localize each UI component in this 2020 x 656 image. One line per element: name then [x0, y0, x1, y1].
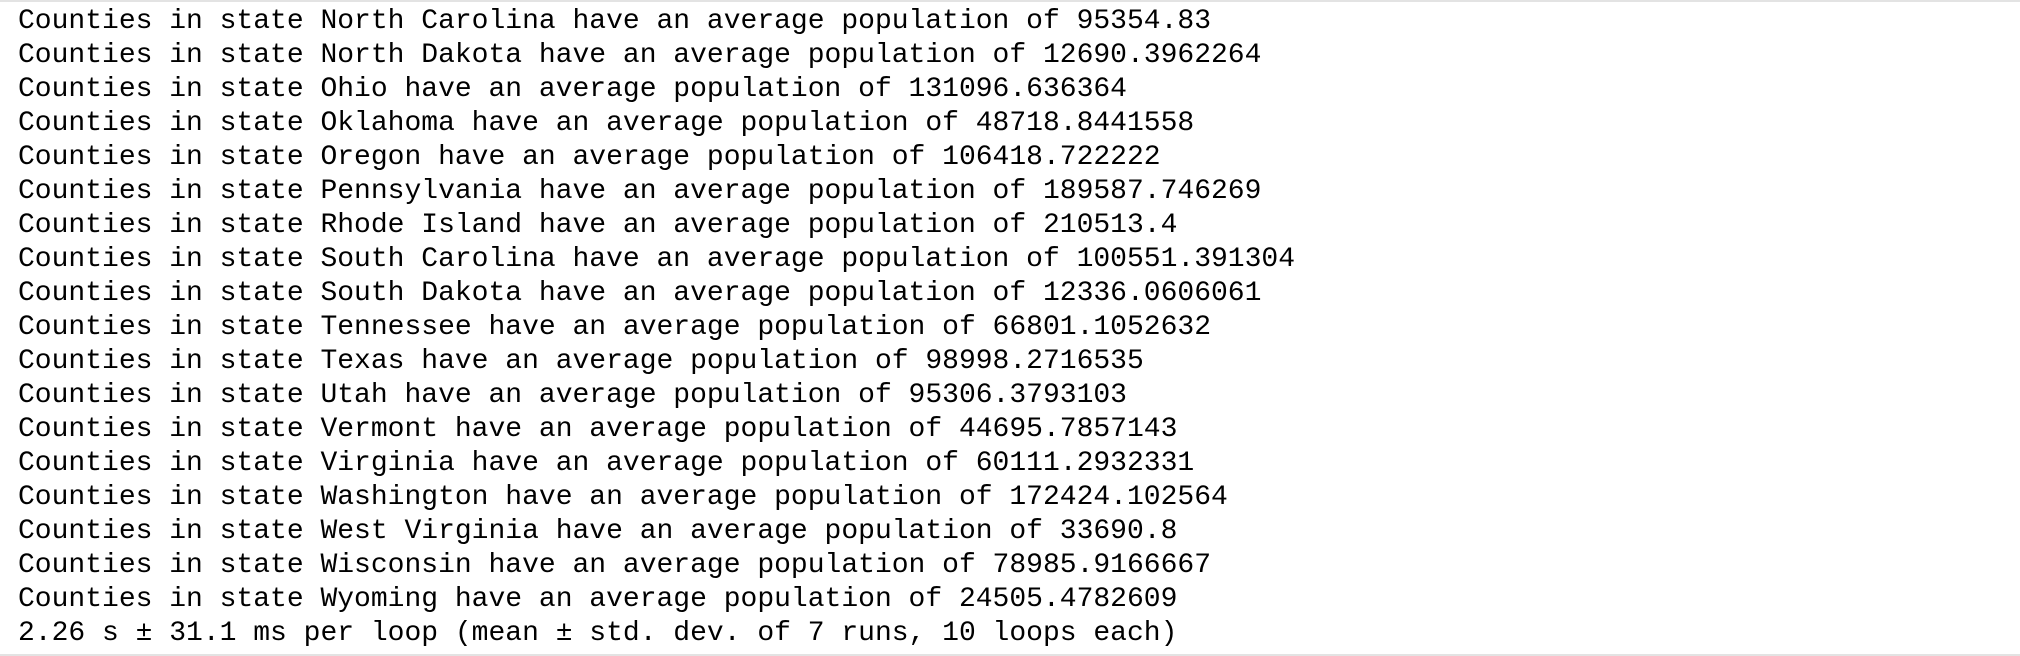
output-line-oregon: Counties in state Oregon have an average… — [18, 142, 1161, 173]
output-line-washington: Counties in state Washington have an ave… — [18, 482, 1228, 513]
output-line-north-dakota: Counties in state North Dakota have an a… — [18, 40, 1262, 71]
output-line-tennessee: Counties in state Tennessee have an aver… — [18, 312, 1211, 343]
output-line-oklahoma: Counties in state Oklahoma have an avera… — [18, 108, 1195, 139]
output-line-wyoming: Counties in state Wyoming have an averag… — [18, 584, 1178, 615]
output-line-west-virginia: Counties in state West Virginia have an … — [18, 516, 1178, 547]
output-line-rhode-island: Counties in state Rhode Island have an a… — [18, 210, 1178, 241]
output-line-virginia: Counties in state Virginia have an avera… — [18, 448, 1195, 479]
output-line-wisconsin: Counties in state Wisconsin have an aver… — [18, 550, 1211, 581]
output-text: Counties in state North Carolina have an… — [18, 5, 1295, 651]
output-line-ohio: Counties in state Ohio have an average p… — [18, 74, 1127, 105]
output-line-utah: Counties in state Utah have an average p… — [18, 380, 1127, 411]
timing-result-line: 2.26 s ± 31.1 ms per loop (mean ± std. d… — [18, 618, 1178, 649]
output-line-vermont: Counties in state Vermont have an averag… — [18, 414, 1178, 445]
output-line-south-carolina: Counties in state South Carolina have an… — [18, 244, 1296, 275]
output-line-texas: Counties in state Texas have an average … — [18, 346, 1144, 377]
output-line-south-dakota: Counties in state South Dakota have an a… — [18, 278, 1262, 309]
output-line-north-carolina: Counties in state North Carolina have an… — [18, 6, 1211, 37]
output-line-pennsylvania: Counties in state Pennsylvania have an a… — [18, 176, 1262, 207]
